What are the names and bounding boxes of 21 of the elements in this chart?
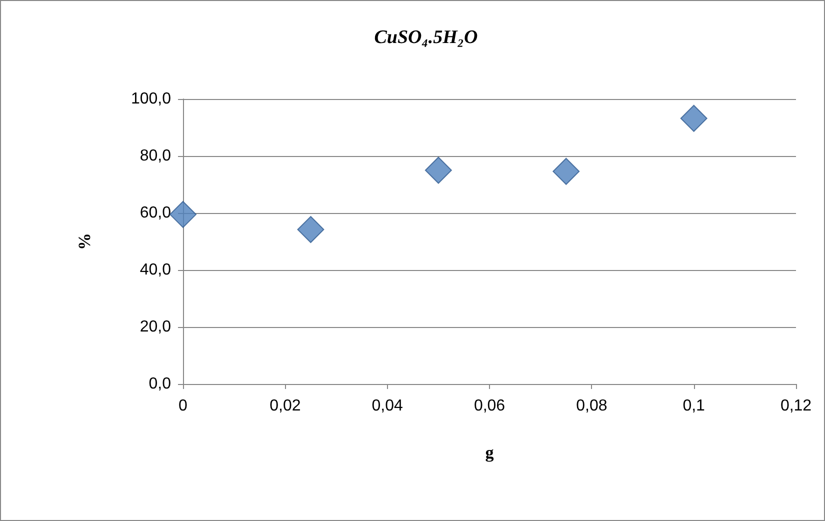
x-tick-label: 0 — [178, 398, 188, 414]
point — [552, 158, 580, 185]
chart-title: CuSO₄.5H₂O — [374, 27, 478, 48]
y-axis-title: % — [75, 233, 94, 250]
y-tick-label: 0,0 — [148, 376, 172, 392]
x-tick-label: 0,02 — [270, 398, 301, 414]
x-tick-label: 0,04 — [372, 398, 404, 414]
y-tick-label: 60,0 — [140, 204, 172, 222]
x-tick-label: 0,12 — [780, 398, 812, 414]
y-tick-label: 40,0 — [140, 262, 172, 278]
y-tick-label: 100,0 — [130, 90, 172, 108]
y-tick-label: 20,0 — [140, 318, 172, 336]
point — [424, 156, 452, 184]
y-tick-label: 80,0 — [140, 148, 172, 164]
x-tick-label: 0,1 — [682, 398, 706, 414]
x-tick-label: 0,08 — [576, 398, 608, 414]
point — [170, 200, 196, 228]
point — [680, 104, 708, 132]
point — [297, 216, 324, 244]
x-tick-label: 0,06 — [474, 398, 506, 414]
x-axis-title: g — [485, 443, 494, 462]
